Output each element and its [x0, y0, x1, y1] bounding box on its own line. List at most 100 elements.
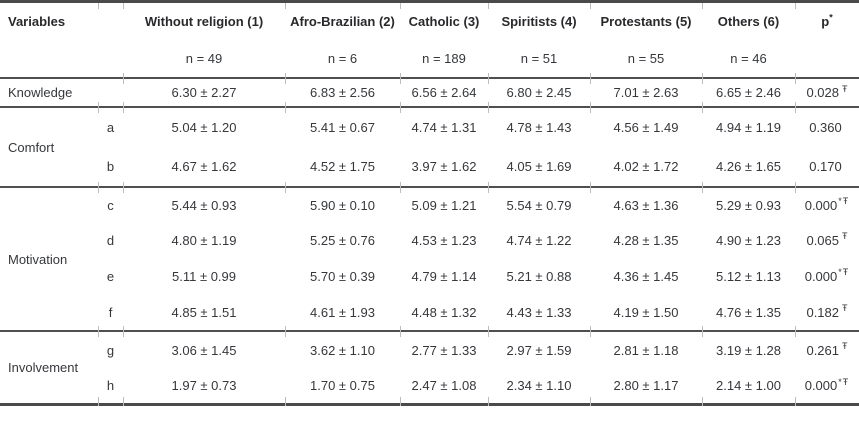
sample-size-label: n = 6 [327, 51, 358, 66]
p-value: 0.000 [804, 378, 838, 393]
mean-sd-value-cell: 5.25 ± 0.76 [310, 232, 375, 248]
sub-item-label-cell: g [98, 326, 123, 368]
sub-item-label-cell: h [98, 368, 123, 406]
mean-sd-value-cell: 5.44 ± 0.93 [123, 182, 285, 222]
sample-size-row: n = 49 n = 6 n = 189 n = 51 n = 55 n = 46 [0, 40, 859, 77]
p-value-marker: *Ŧ [838, 376, 850, 387]
mean-sd-value-cell: 4.90 ± 1.23 [716, 232, 781, 248]
p-value-marker: Ŧ [842, 231, 848, 242]
mean-sd-value-cell: 6.80 ± 2.45 [488, 73, 590, 106]
p-value-marker: *Ŧ [838, 267, 850, 278]
mean-sd-value-cell: 2.80 ± 1.17 [590, 368, 702, 406]
p-value-cell: 0.261 Ŧ [795, 326, 859, 368]
p-value: 0.000 [804, 268, 838, 284]
p-value: 0.000 [804, 197, 838, 213]
mean-sd-value-cell: 4.43 ± 1.33 [506, 304, 572, 320]
mean-sd-value-cell: 5.09 ± 1.21 [400, 182, 488, 222]
mean-sd-value-cell: 4.52 ± 1.75 [310, 158, 375, 174]
p-value-cell: 0.360 [795, 102, 859, 146]
column-header: Catholic (3) [400, 0, 488, 40]
sub-item-label-cell: d [106, 232, 115, 248]
group-name-cell: Motivation [0, 186, 98, 330]
sub-item-label-cell: b [106, 158, 115, 174]
mean-sd-value-cell: 4.26 ± 1.65 [716, 158, 781, 174]
table-header: Variables Without religion (1) Afro-Brazil… [0, 0, 859, 77]
p-column-header: p* [795, 0, 859, 40]
sub-item-label-cell: f [108, 304, 113, 320]
p-header-label: p [821, 14, 830, 29]
mean-sd-value-cell: 4.80 ± 1.19 [171, 232, 237, 248]
mean-sd-value-cell: 3.19 ± 1.28 [702, 326, 795, 368]
p-value-marker: *Ŧ [838, 196, 850, 207]
mean-sd-value-cell: 2.47 ± 1.08 [400, 368, 488, 406]
mean-sd-value-cell: 5.54 ± 0.79 [488, 182, 590, 222]
sample-size-label: n = 49 [185, 51, 223, 66]
p-value-marker: Ŧ [842, 303, 848, 314]
p-value-cell: 0.170 [795, 146, 859, 186]
mean-sd-value-cell: 6.56 ± 2.64 [400, 73, 488, 106]
p-value-cell: 0.065 Ŧ [795, 222, 859, 258]
sample-size-spacer [98, 40, 123, 77]
sub-item-label-cell: e [106, 268, 115, 284]
mean-sd-value-cell: 5.04 ± 1.20 [123, 102, 285, 146]
mean-sd-value-cell: 2.77 ± 1.33 [400, 326, 488, 368]
mean-sd-value-cell: 4.56 ± 1.49 [590, 102, 702, 146]
mean-sd-value-cell: 6.30 ± 2.27 [123, 73, 285, 106]
mean-sd-value-cell: 5.21 ± 0.88 [506, 268, 572, 284]
column-header: Without religion (1) [123, 0, 285, 40]
p-value: 0.360 [809, 119, 842, 135]
column-header: Protestants (5) [590, 0, 702, 40]
p-value: 0.028 [806, 85, 840, 100]
variable-group: Involvement g 3.06 ± 1.45 3.62 ± 1.10 2.77 ±… [0, 326, 859, 406]
table-row: d 4.80 ± 1.19 5.25 ± 0.76 4.53 ± 1.23 4.74 ±… [0, 222, 859, 258]
table-row: Knowledge 6.30 ± 2.27 6.83 ± 2.56 6.56 ± 2.… [0, 73, 859, 106]
sample-size-spacer [795, 40, 859, 77]
variables-header: Variables [0, 0, 98, 40]
mean-sd-value-cell: 2.34 ± 1.10 [488, 368, 590, 406]
table-row: Comfort a 5.04 ± 1.20 5.41 ± 0.67 4.74 ± 1.3… [0, 102, 859, 155]
mean-sd-value-cell: 2.14 ± 1.00 [702, 368, 795, 406]
mean-sd-value-cell: 4.79 ± 1.14 [411, 268, 477, 284]
variable-group: Comfort a 5.04 ± 1.20 5.41 ± 0.67 4.74 ± 1.3… [0, 102, 859, 186]
mean-sd-value-cell: 3.62 ± 1.10 [285, 326, 400, 368]
mean-sd-value-cell: 5.70 ± 0.39 [310, 268, 375, 284]
column-header: Others (6) [702, 0, 795, 40]
mean-sd-value-cell: 4.85 ± 1.51 [171, 304, 237, 320]
table-row: Involvement g 3.06 ± 1.45 3.62 ± 1.10 2.77 ±… [0, 326, 859, 406]
mean-sd-value-cell: 4.63 ± 1.36 [590, 182, 702, 222]
mean-sd-value-cell: 1.70 ± 0.75 [285, 368, 400, 406]
group-name-cell: Involvement [0, 330, 98, 406]
mean-sd-value-cell: 4.48 ± 1.32 [411, 304, 477, 320]
mean-sd-value-cell: 4.74 ± 1.31 [400, 102, 488, 146]
sample-size-label: n = 55 [627, 51, 665, 66]
mean-sd-value-cell: 4.61 ± 1.93 [310, 304, 375, 320]
p-value: 0.065 [806, 232, 840, 248]
table-row: f 4.85 ± 1.51 4.61 ± 1.93 4.48 ± 1.32 4.43 ±… [0, 294, 859, 330]
mean-sd-value-cell: 2.81 ± 1.18 [590, 326, 702, 368]
religion-stats-table: Variables Without religion (1) Afro-Brazil… [0, 0, 859, 406]
mean-sd-value-cell: 4.05 ± 1.69 [506, 158, 572, 174]
sub-item-label-cell: c [98, 182, 123, 222]
sample-size-label: n = 189 [422, 51, 466, 66]
p-value-cell: 0.000*Ŧ [795, 182, 859, 222]
p-value-cell: 0.182 Ŧ [795, 294, 859, 330]
p-value-cell: 0.000*Ŧ [795, 258, 859, 294]
sample-size-spacer [0, 40, 98, 77]
mean-sd-value-cell: 4.36 ± 1.45 [613, 268, 679, 284]
variable-group: Knowledge 6.30 ± 2.27 6.83 ± 2.56 6.56 ± 2.… [0, 73, 859, 106]
mean-sd-value-cell: 3.97 ± 1.62 [411, 158, 477, 174]
p-header-asterisk: * [829, 12, 833, 23]
p-value: 0.261 [806, 342, 840, 358]
sub-column-header-spacer [98, 0, 123, 40]
mean-sd-value-cell: 4.78 ± 1.43 [488, 102, 590, 146]
mean-sd-value-cell: 6.65 ± 2.46 [702, 73, 795, 106]
mean-sd-value-cell: 4.94 ± 1.19 [702, 102, 795, 146]
mean-sd-value-cell: 4.74 ± 1.22 [506, 232, 572, 248]
mean-sd-value-cell: 6.83 ± 2.56 [285, 73, 400, 106]
mean-sd-value-cell: 1.97 ± 0.73 [123, 368, 285, 406]
p-value-cell: 0.028 Ŧ [795, 73, 859, 106]
mean-sd-value-cell: 5.41 ± 0.67 [285, 102, 400, 146]
p-value: 0.170 [809, 158, 842, 174]
p-value-marker: Ŧ [842, 83, 848, 94]
